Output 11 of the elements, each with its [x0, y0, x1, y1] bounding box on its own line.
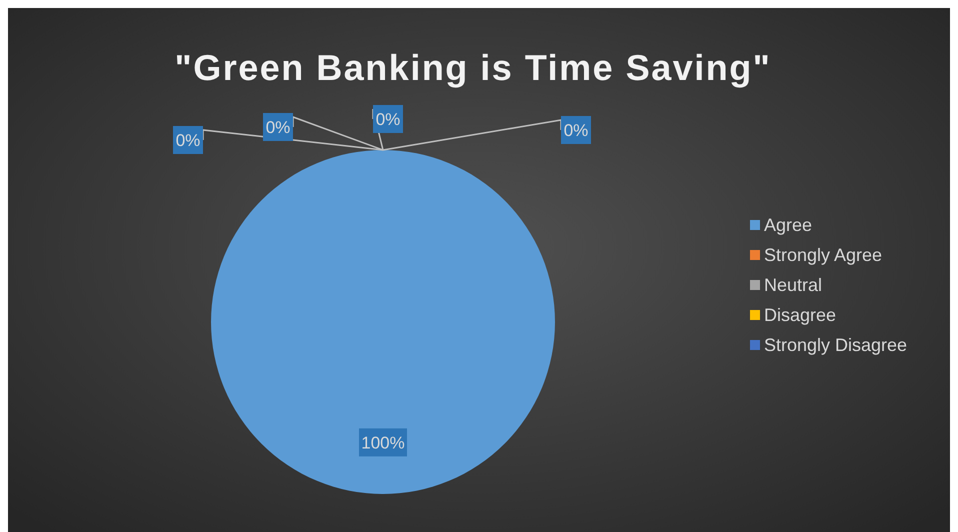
text: 0%	[564, 121, 588, 140]
text: 0%	[376, 110, 400, 129]
chart-title: "Green Banking is Time Saving"	[174, 47, 772, 88]
legend-label: Neutral	[764, 275, 822, 295]
legend-label: Strongly Disagree	[764, 335, 908, 355]
legend-label: Agree	[764, 215, 812, 235]
legend-label: Strongly Agree	[764, 245, 882, 265]
data-label: 100%	[361, 433, 405, 452]
text: 0%	[266, 118, 290, 137]
text: 0%	[176, 131, 200, 150]
legend-label: Disagree	[764, 305, 836, 325]
